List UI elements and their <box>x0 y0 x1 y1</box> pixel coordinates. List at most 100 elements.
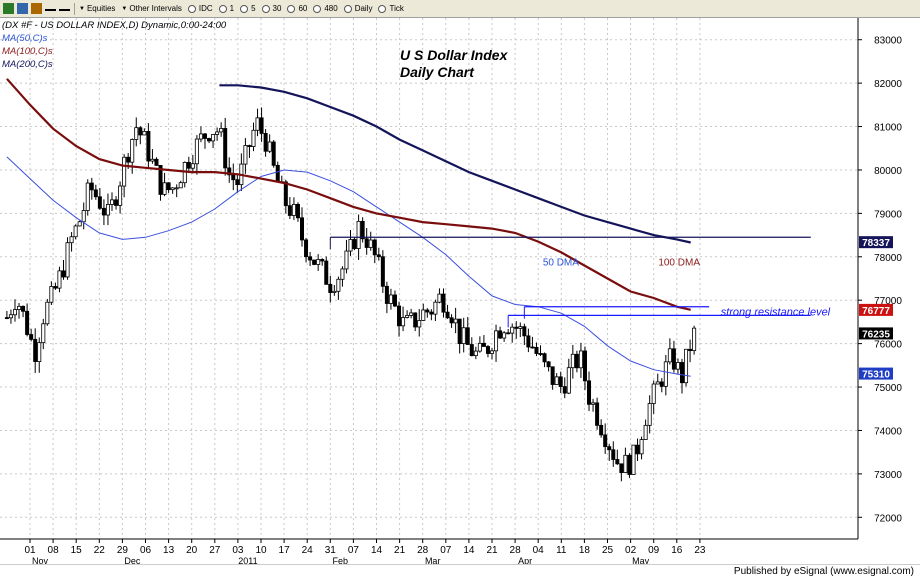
candle <box>469 337 474 357</box>
y-tick-label: 79000 <box>874 209 902 220</box>
candle <box>485 345 490 358</box>
toolbar-equities[interactable]: ▼ Equities <box>79 4 115 13</box>
candle <box>465 317 470 345</box>
candle <box>643 419 648 440</box>
candle <box>81 202 86 230</box>
candle <box>251 122 256 152</box>
grid-icon[interactable] <box>17 3 28 14</box>
candle <box>534 342 539 357</box>
add-icon[interactable] <box>59 8 70 13</box>
candle <box>219 122 224 137</box>
annotation-label: 50 DMA <box>543 257 579 268</box>
x-tick-label: 31 <box>325 545 337 556</box>
candle <box>413 312 418 332</box>
candle <box>41 318 46 350</box>
candle <box>364 227 369 255</box>
month-label: Mar <box>425 556 441 564</box>
candle <box>77 220 82 227</box>
candle <box>429 309 434 321</box>
toolbar-5[interactable]: 5 <box>240 4 256 13</box>
candle <box>287 197 292 220</box>
toolbar-item-label: IDC <box>198 4 213 13</box>
ma-line-ma200cs <box>219 84 691 244</box>
toolbar-other-intervals[interactable]: ▼ Other Intervals <box>121 4 181 13</box>
x-tick-label: 14 <box>371 545 383 556</box>
toolbar: ▼ Equities ▼ Other Intervals IDC 1 5 30 60 480 Dai… <box>0 0 920 18</box>
candle <box>33 328 38 373</box>
candle <box>372 238 377 264</box>
x-tick-label: 16 <box>671 545 683 556</box>
grid <box>0 18 858 539</box>
candle <box>73 224 78 240</box>
radio-icon <box>287 4 296 13</box>
candle <box>437 288 442 304</box>
candle <box>312 259 317 266</box>
price-chart: 72000 73000 74000 75000 76000 77000 78000 79000… <box>0 18 902 564</box>
toolbar-idc[interactable]: IDC <box>187 4 213 13</box>
candle <box>271 140 276 168</box>
price-tag: 76235 <box>859 327 893 340</box>
candle <box>332 285 337 296</box>
toolbar-480[interactable]: 480 <box>313 4 338 13</box>
layout-icon[interactable] <box>31 3 42 14</box>
candle <box>235 173 240 193</box>
toolbar-1[interactable]: 1 <box>218 4 234 13</box>
toolbar-30[interactable]: 30 <box>261 4 281 13</box>
y-tick-label: 77000 <box>874 296 902 307</box>
candle <box>308 252 313 267</box>
candle <box>542 352 547 368</box>
toolbar-tick[interactable]: Tick <box>378 4 404 13</box>
candle <box>498 326 503 339</box>
candle <box>352 237 357 251</box>
candle <box>615 449 620 465</box>
candle <box>401 306 406 332</box>
candle <box>166 182 171 193</box>
candle <box>247 144 252 158</box>
candle <box>562 377 567 399</box>
candle <box>635 438 640 462</box>
cursor-icon[interactable] <box>45 8 56 13</box>
x-tick-label: 02 <box>625 545 637 556</box>
symbol-header: (DX #F - US DOLLAR INDEX,D) Dynamic,0:00… <box>2 20 227 31</box>
candle <box>255 108 260 137</box>
candle <box>142 128 147 136</box>
y-tick-label: 80000 <box>874 166 902 177</box>
candle <box>21 305 26 318</box>
candle <box>198 126 203 143</box>
price-tag-label: 76235 <box>862 329 890 340</box>
candle <box>291 197 296 221</box>
x-tick-label: 15 <box>71 545 83 556</box>
toolbar-60[interactable]: 60 <box>287 4 307 13</box>
candle <box>186 156 191 174</box>
toolbar-daily[interactable]: Daily <box>343 4 372 13</box>
candle <box>211 134 216 148</box>
candle <box>546 361 551 372</box>
candle <box>409 308 414 319</box>
candle <box>53 282 58 290</box>
candle <box>174 184 179 198</box>
candle <box>417 309 422 337</box>
candle <box>518 322 523 338</box>
candle <box>376 247 381 261</box>
candle <box>150 149 155 164</box>
candle <box>494 324 499 362</box>
chart-icon[interactable] <box>3 3 14 14</box>
candle <box>89 177 94 200</box>
candle <box>591 398 596 412</box>
x-tick-label: 04 <box>533 545 545 556</box>
y-tick-label: 72000 <box>874 513 902 524</box>
candle <box>692 325 697 355</box>
candle <box>93 184 98 200</box>
x-tick-label: 03 <box>232 545 244 556</box>
candle <box>510 323 515 343</box>
x-tick-label: 17 <box>279 545 291 556</box>
candle <box>304 238 309 263</box>
candle <box>146 123 151 170</box>
x-tick-label: 23 <box>694 545 706 556</box>
candle <box>263 129 268 157</box>
candle <box>388 288 393 310</box>
candle <box>215 127 220 141</box>
candle <box>481 335 486 347</box>
candle <box>344 239 349 274</box>
x-tick-label: 07 <box>348 545 360 556</box>
